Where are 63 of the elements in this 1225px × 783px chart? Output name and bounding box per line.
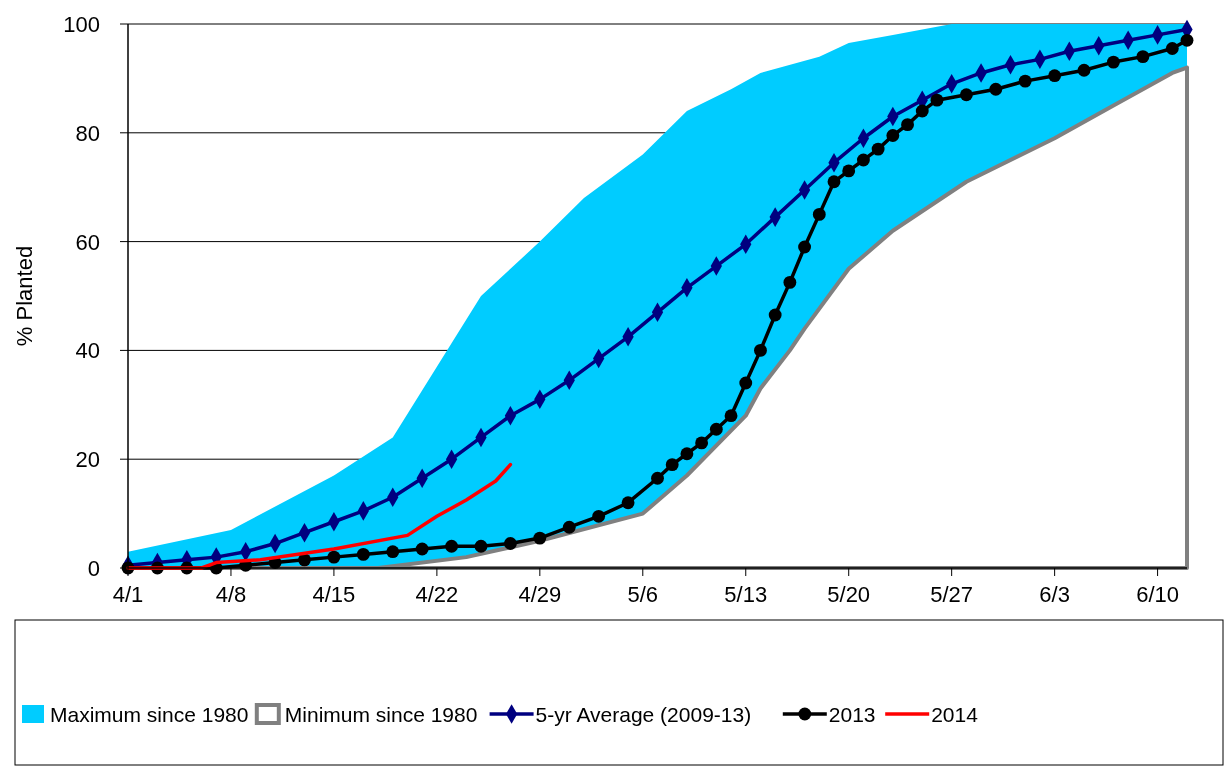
point (562, 520, 576, 534)
x-tick-label: 5/13 (724, 582, 768, 607)
point (386, 545, 400, 559)
point (592, 509, 606, 523)
point (871, 142, 885, 156)
y-axis-title: % Planted (12, 245, 37, 347)
y-tick-label: 100 (63, 12, 100, 37)
x-tick-label: 4/29 (518, 582, 562, 607)
legend-label: Minimum since 1980 (284, 703, 478, 726)
y-tick-label: 80 (75, 120, 100, 146)
point (503, 537, 517, 550)
point (989, 82, 1003, 96)
point (1077, 63, 1091, 77)
point (783, 275, 797, 289)
point (768, 308, 782, 322)
point (842, 164, 856, 178)
y-tick-label: 20 (75, 447, 100, 473)
x-tick-label: 6/3 (1039, 582, 1070, 607)
point (754, 343, 767, 357)
point (901, 118, 914, 132)
x-tick-label: 5/6 (627, 582, 659, 607)
y-tick-label: 40 (75, 338, 100, 364)
x-tick-label: 6/10 (1136, 582, 1179, 607)
point (665, 458, 679, 472)
point (1136, 50, 1150, 64)
point (827, 175, 841, 189)
point (445, 539, 459, 553)
point (621, 496, 635, 510)
point (327, 550, 341, 564)
x-tick-label: 4/22 (415, 582, 459, 607)
point (915, 104, 929, 118)
point (415, 542, 429, 556)
x-tick-label: 5/27 (930, 582, 974, 607)
legend-label: 5-yr Average (2009-13) (535, 703, 752, 726)
x-tick-label: 4/8 (215, 582, 247, 607)
point (709, 422, 723, 436)
x-tick-label: 4/15 (312, 582, 356, 607)
point (812, 207, 826, 221)
point (1180, 33, 1194, 47)
point (856, 153, 870, 167)
point (798, 240, 812, 254)
point (474, 539, 488, 553)
point (886, 129, 900, 142)
point (356, 547, 370, 561)
point (1107, 55, 1120, 69)
point (680, 447, 694, 461)
point (1165, 42, 1179, 55)
point (1048, 69, 1062, 83)
point (739, 376, 753, 390)
x-tick-label: 4/1 (112, 582, 144, 607)
point (959, 88, 973, 102)
point (930, 93, 944, 107)
point (651, 471, 664, 485)
y-tick-label: 60 (75, 229, 100, 255)
point (533, 531, 547, 545)
point (724, 409, 738, 423)
point (695, 436, 709, 450)
legend-label: Maximum since 1980 (50, 703, 249, 726)
point (1018, 74, 1032, 88)
x-tick-label: 5/20 (827, 582, 871, 607)
legend-label: 2014 (931, 703, 979, 726)
legend-label: 2013 (828, 703, 876, 726)
y-tick-label: 0 (87, 556, 100, 581)
